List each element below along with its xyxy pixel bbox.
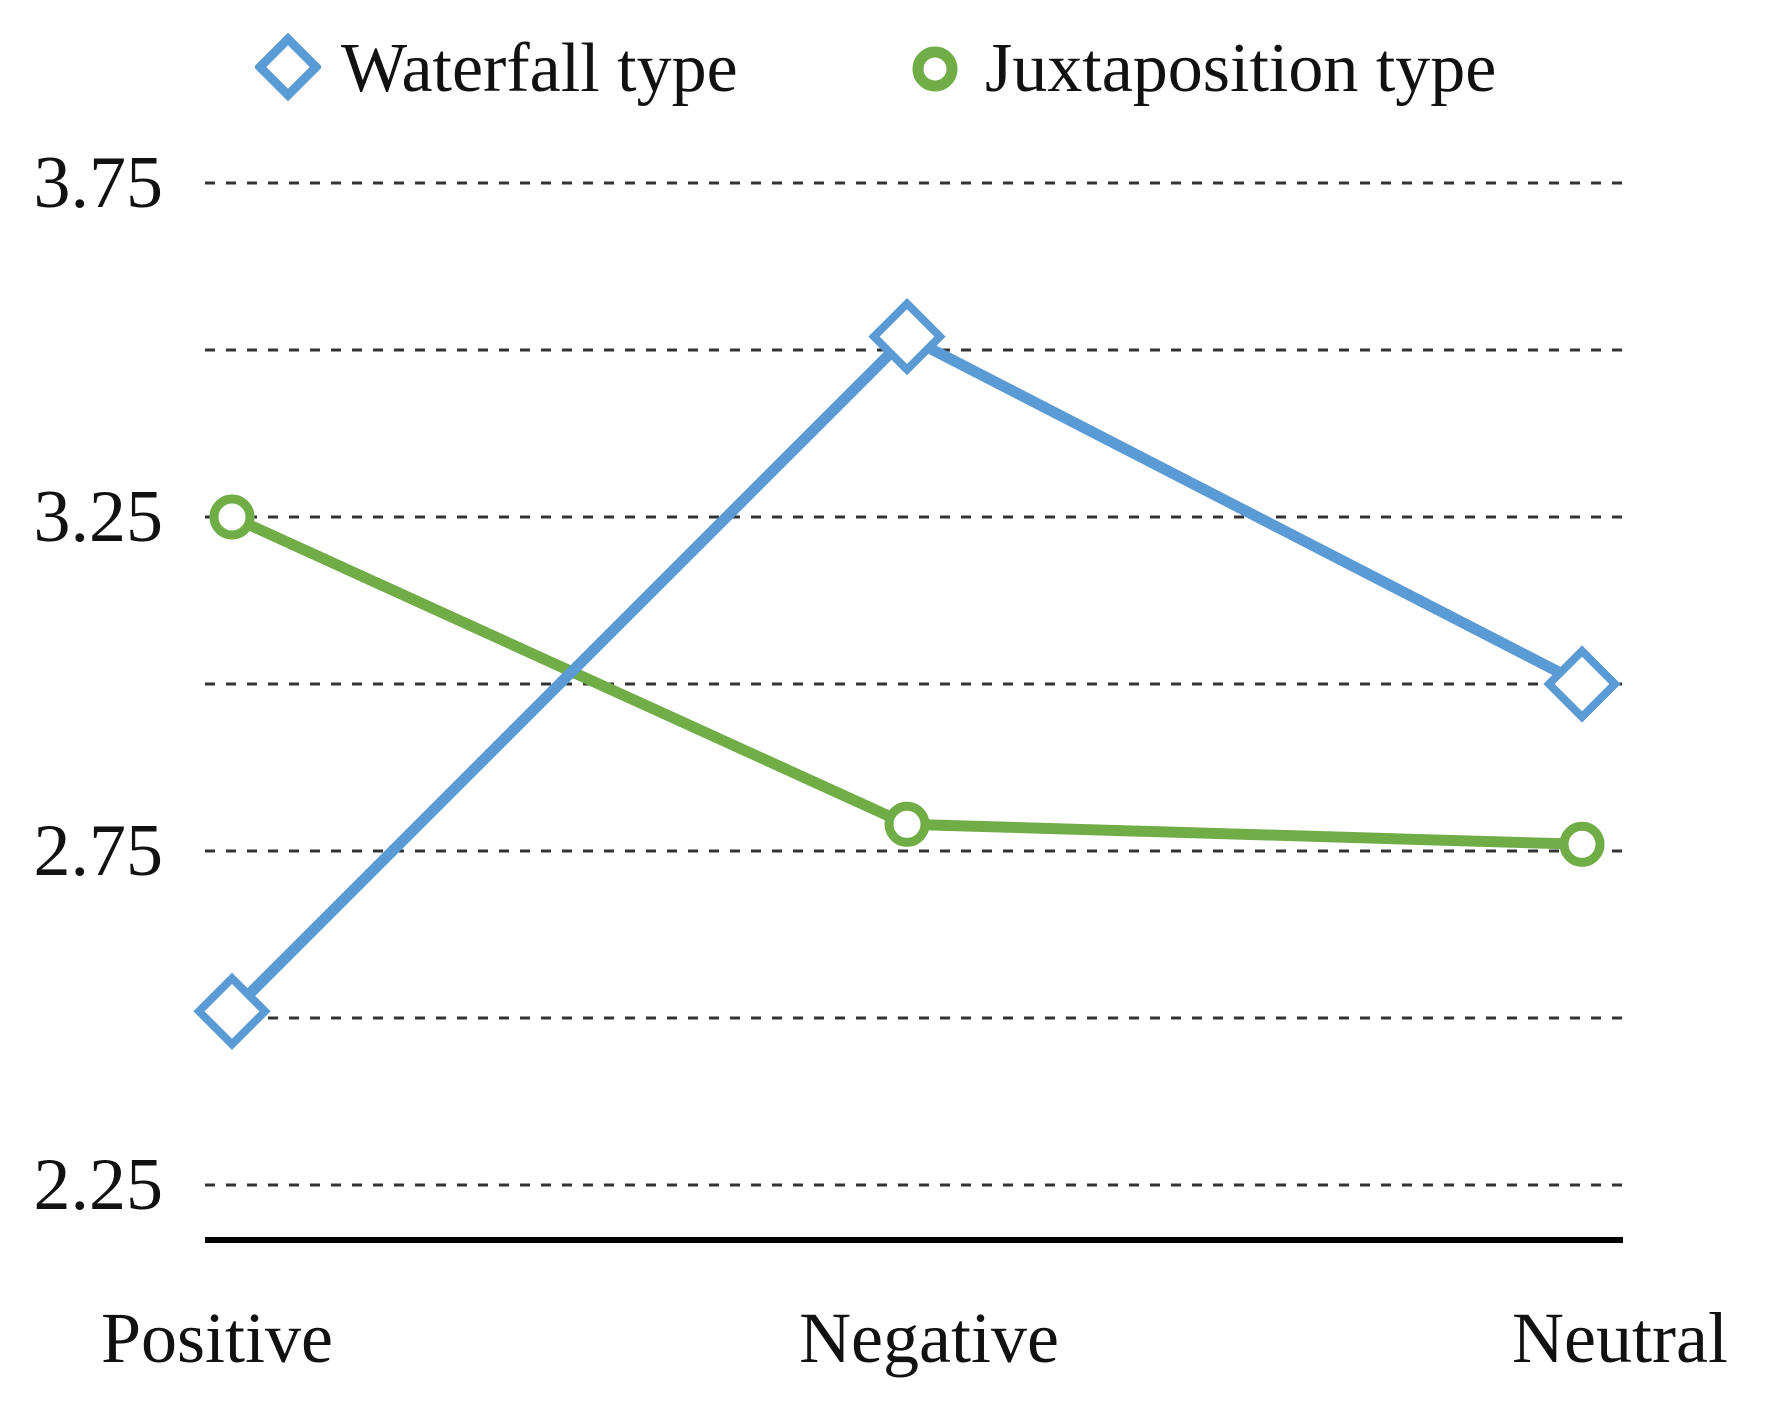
legend-label-waterfall-type: Waterfall type bbox=[341, 30, 738, 107]
legend-item-waterfall-type: Waterfall type bbox=[255, 25, 738, 113]
diamond-icon bbox=[255, 32, 321, 102]
x-category-label-negative: Negative bbox=[799, 1298, 1059, 1378]
series-line-juxtaposition-type bbox=[229, 511, 1583, 850]
y-tick-label-3.25: 3.25 bbox=[34, 476, 164, 558]
series-line-waterfall-type bbox=[228, 329, 1585, 1016]
data-point-juxtaposition-type-positive bbox=[209, 494, 255, 540]
data-point-waterfall-type-negative bbox=[868, 297, 946, 376]
data-point-juxtaposition-type-negative bbox=[884, 801, 930, 847]
legend-item-juxtaposition-type: Juxtaposition type bbox=[905, 25, 1496, 113]
data-point-juxtaposition-type-neutral bbox=[1559, 821, 1605, 867]
x-category-label-neutral: Neutral bbox=[1512, 1298, 1728, 1378]
data-point-waterfall-type-positive bbox=[193, 972, 271, 1050]
legend-label-juxtaposition-type: Juxtaposition type bbox=[985, 30, 1497, 107]
y-tick-label-2.25: 2.25 bbox=[34, 1144, 164, 1226]
x-category-label-positive: Positive bbox=[101, 1298, 333, 1378]
data-point-waterfall-type-neutral bbox=[1543, 645, 1621, 723]
circle-icon bbox=[912, 46, 958, 92]
y-tick-label-3.75: 3.75 bbox=[34, 142, 164, 224]
y-tick-label-2.75: 2.75 bbox=[34, 810, 164, 892]
chart-legend: Waterfall type Juxtaposition type bbox=[0, 25, 1770, 115]
